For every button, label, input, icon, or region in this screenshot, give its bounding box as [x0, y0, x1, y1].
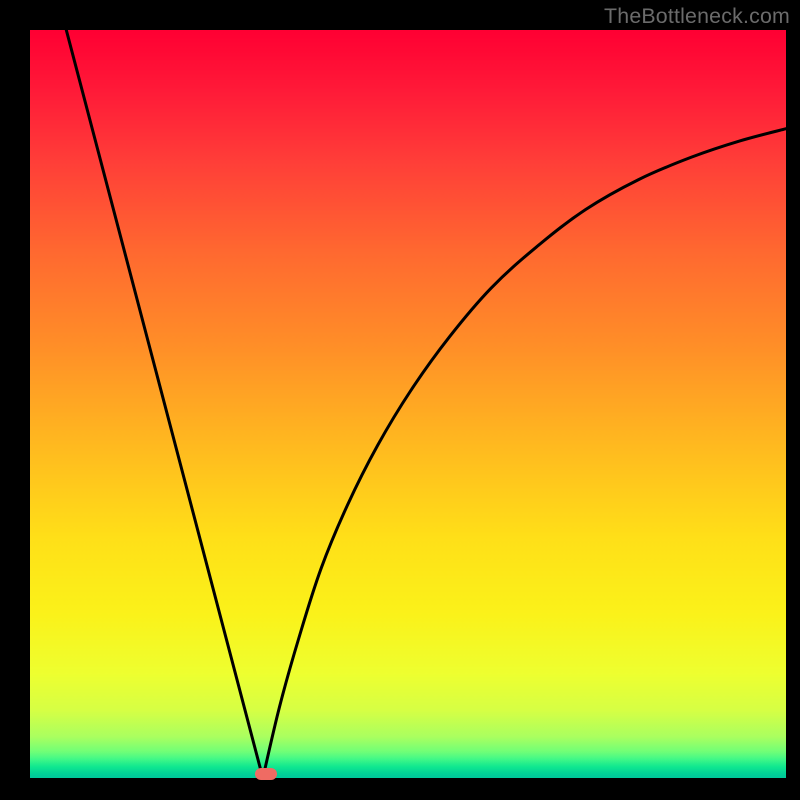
watermark-text: TheBottleneck.com	[604, 4, 790, 29]
minimum-marker	[255, 768, 277, 780]
chart-frame: TheBottleneck.com	[0, 0, 800, 800]
plot-area	[30, 30, 786, 778]
background-gradient	[30, 30, 786, 778]
